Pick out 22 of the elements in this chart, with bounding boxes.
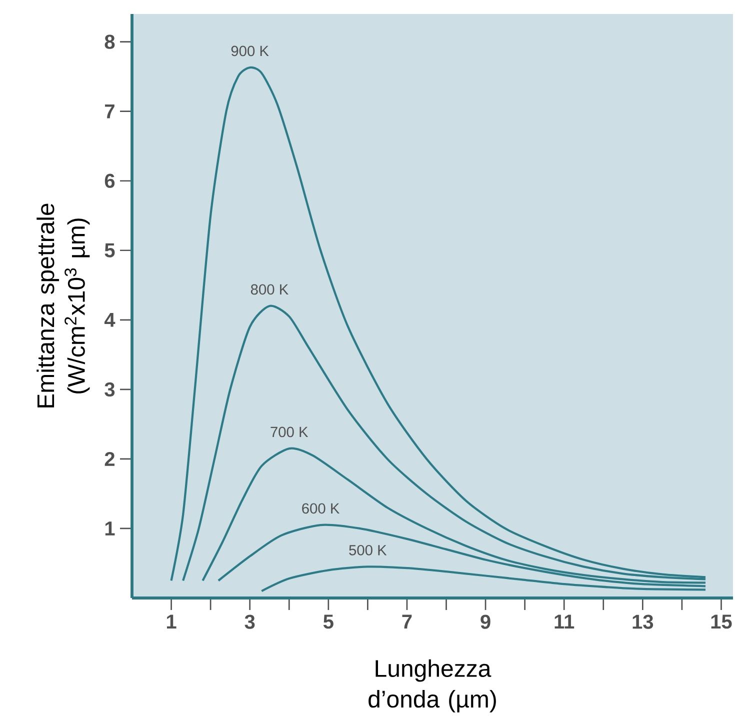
y-tick-label: 4 bbox=[104, 313, 116, 327]
x-tick-label: 9 bbox=[480, 614, 490, 629]
x-tick-label: 13 bbox=[632, 614, 654, 629]
y-tick-label: 1 bbox=[105, 522, 115, 536]
x-tick-label: 5 bbox=[323, 614, 334, 629]
series-label: 600 K bbox=[302, 503, 340, 514]
x-axis-title: Lunghezza d’onda (µm) bbox=[368, 659, 496, 712]
series-label: 500 K bbox=[349, 544, 387, 556]
x-tick-label: 1 bbox=[166, 614, 176, 628]
series-label: 900 K bbox=[231, 46, 269, 56]
x-tick-label: 15 bbox=[711, 614, 732, 629]
x-tick-label: 3 bbox=[244, 614, 255, 629]
y-tick-label: 5 bbox=[104, 243, 115, 258]
y-tick-label: 8 bbox=[104, 34, 115, 49]
x-tick-label: 11 bbox=[554, 614, 574, 628]
series-label: 700 K bbox=[270, 426, 308, 438]
y-tick-label: 2 bbox=[104, 452, 114, 466]
y-tick-label: 6 bbox=[104, 174, 115, 188]
y-tick-label: 7 bbox=[105, 104, 114, 118]
y-tick-label: 3 bbox=[104, 382, 115, 397]
series-label: 800 K bbox=[250, 284, 288, 295]
x-tick-label: 7 bbox=[402, 614, 412, 628]
